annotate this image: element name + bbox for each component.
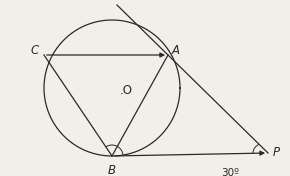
Text: 30º: 30º xyxy=(221,168,239,176)
Text: A: A xyxy=(172,43,180,56)
Text: C: C xyxy=(31,43,39,56)
Text: .O: .O xyxy=(120,84,133,98)
Text: P: P xyxy=(273,146,280,159)
Text: B: B xyxy=(108,164,116,176)
